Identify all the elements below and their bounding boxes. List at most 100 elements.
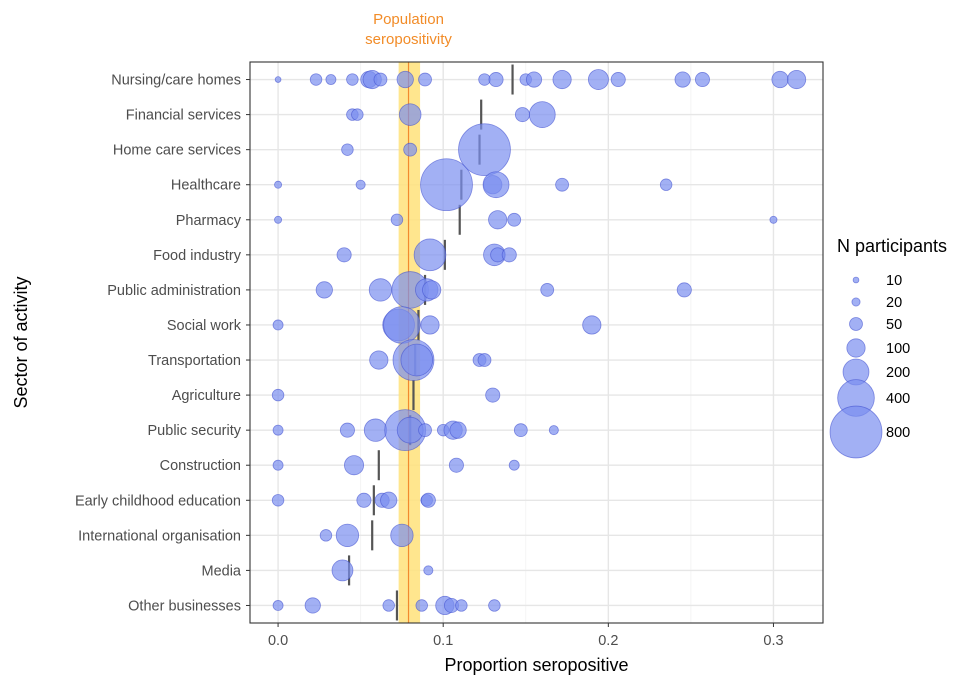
data-point (418, 72, 432, 87)
y-tick-label: Home care services (113, 143, 241, 159)
data-point (458, 123, 511, 176)
data-point (319, 529, 333, 542)
legend-label: 20 (886, 295, 902, 311)
data-point (420, 315, 440, 335)
data-point (501, 247, 517, 263)
x-tick-label: 0.0 (268, 633, 288, 649)
data-point (610, 72, 626, 88)
data-point (448, 457, 464, 473)
y-tick-label: Media (202, 563, 242, 579)
data-point (508, 459, 520, 471)
legend-label: 100 (886, 341, 910, 357)
data-point (449, 421, 467, 439)
data-point (488, 72, 504, 88)
legend-label: 10 (886, 273, 902, 289)
x-tick-label: 0.3 (763, 633, 783, 649)
data-point (528, 101, 556, 128)
x-tick-label: 0.1 (433, 633, 453, 649)
data-point (368, 278, 393, 302)
population-annotation: Population (373, 11, 444, 28)
data-point (341, 143, 354, 156)
data-point (422, 280, 442, 300)
data-point (271, 388, 285, 402)
data-point (400, 343, 434, 377)
data-point (674, 71, 691, 88)
data-point (272, 600, 284, 611)
data-point (540, 283, 555, 297)
data-point (676, 282, 692, 298)
data-point (325, 74, 337, 85)
data-point (272, 319, 284, 331)
data-point (335, 523, 360, 547)
data-point (507, 212, 522, 227)
y-tick-label: Early childhood education (75, 493, 241, 509)
data-point (488, 210, 508, 230)
y-tick-label: Other businesses (128, 598, 241, 614)
data-point (423, 565, 434, 576)
x-axis-title: Proportion seropositive (444, 655, 628, 675)
data-point (582, 315, 602, 335)
data-point (525, 71, 543, 88)
y-tick-label: Healthcare (171, 178, 241, 194)
data-point (336, 247, 352, 263)
data-point (272, 459, 284, 471)
data-point (659, 178, 673, 191)
data-point (418, 423, 432, 438)
legend-label: 400 (886, 391, 910, 407)
data-point (272, 424, 284, 436)
data-point (482, 171, 510, 199)
data-point (769, 215, 778, 224)
data-point (356, 492, 372, 508)
y-tick-label: Food industry (153, 248, 242, 264)
population-annotation: seropositivity (365, 31, 452, 48)
data-point (369, 350, 389, 370)
legend-swatch (846, 338, 866, 358)
plot-border (249, 61, 824, 624)
data-point (315, 281, 333, 299)
data-point (380, 491, 398, 509)
data-point (513, 423, 528, 438)
legend-swatch (852, 276, 860, 284)
x-tick-label: 0.2 (598, 633, 618, 649)
legend-title: N participants (837, 236, 947, 256)
data-point (413, 238, 447, 272)
legend-swatch (849, 317, 863, 331)
data-point (396, 70, 414, 89)
data-point (346, 73, 359, 86)
data-point (555, 177, 569, 192)
data-point (351, 108, 364, 121)
data-point (271, 494, 285, 507)
data-point (694, 72, 710, 88)
data-point (344, 455, 365, 476)
legend-label: 50 (886, 317, 902, 333)
data-point (587, 69, 609, 90)
data-point (787, 69, 807, 90)
data-point (331, 559, 354, 582)
legend-swatch (851, 297, 861, 307)
data-point (390, 213, 404, 226)
data-point (514, 107, 530, 123)
data-point (339, 422, 355, 438)
data-point (373, 72, 388, 87)
legend-swatch (829, 405, 883, 459)
y-tick-label: Construction (160, 458, 241, 474)
data-point (455, 599, 468, 612)
y-tick-label: Social work (167, 318, 242, 334)
data-point (363, 418, 388, 442)
data-point (420, 158, 473, 212)
data-point (485, 387, 501, 403)
y-tick-label: Agriculture (172, 388, 241, 404)
data-point (382, 599, 395, 612)
y-tick-label: Transportation (148, 353, 241, 369)
data-point (488, 599, 501, 612)
data-point (355, 179, 366, 190)
data-point (398, 103, 422, 126)
data-point (771, 70, 789, 89)
y-axis-title: Sector of activity (11, 276, 31, 408)
data-point (477, 353, 492, 367)
data-point (403, 142, 418, 157)
y-tick-label: Pharmacy (176, 213, 242, 229)
data-point (274, 180, 283, 189)
plot-panel (250, 62, 823, 623)
